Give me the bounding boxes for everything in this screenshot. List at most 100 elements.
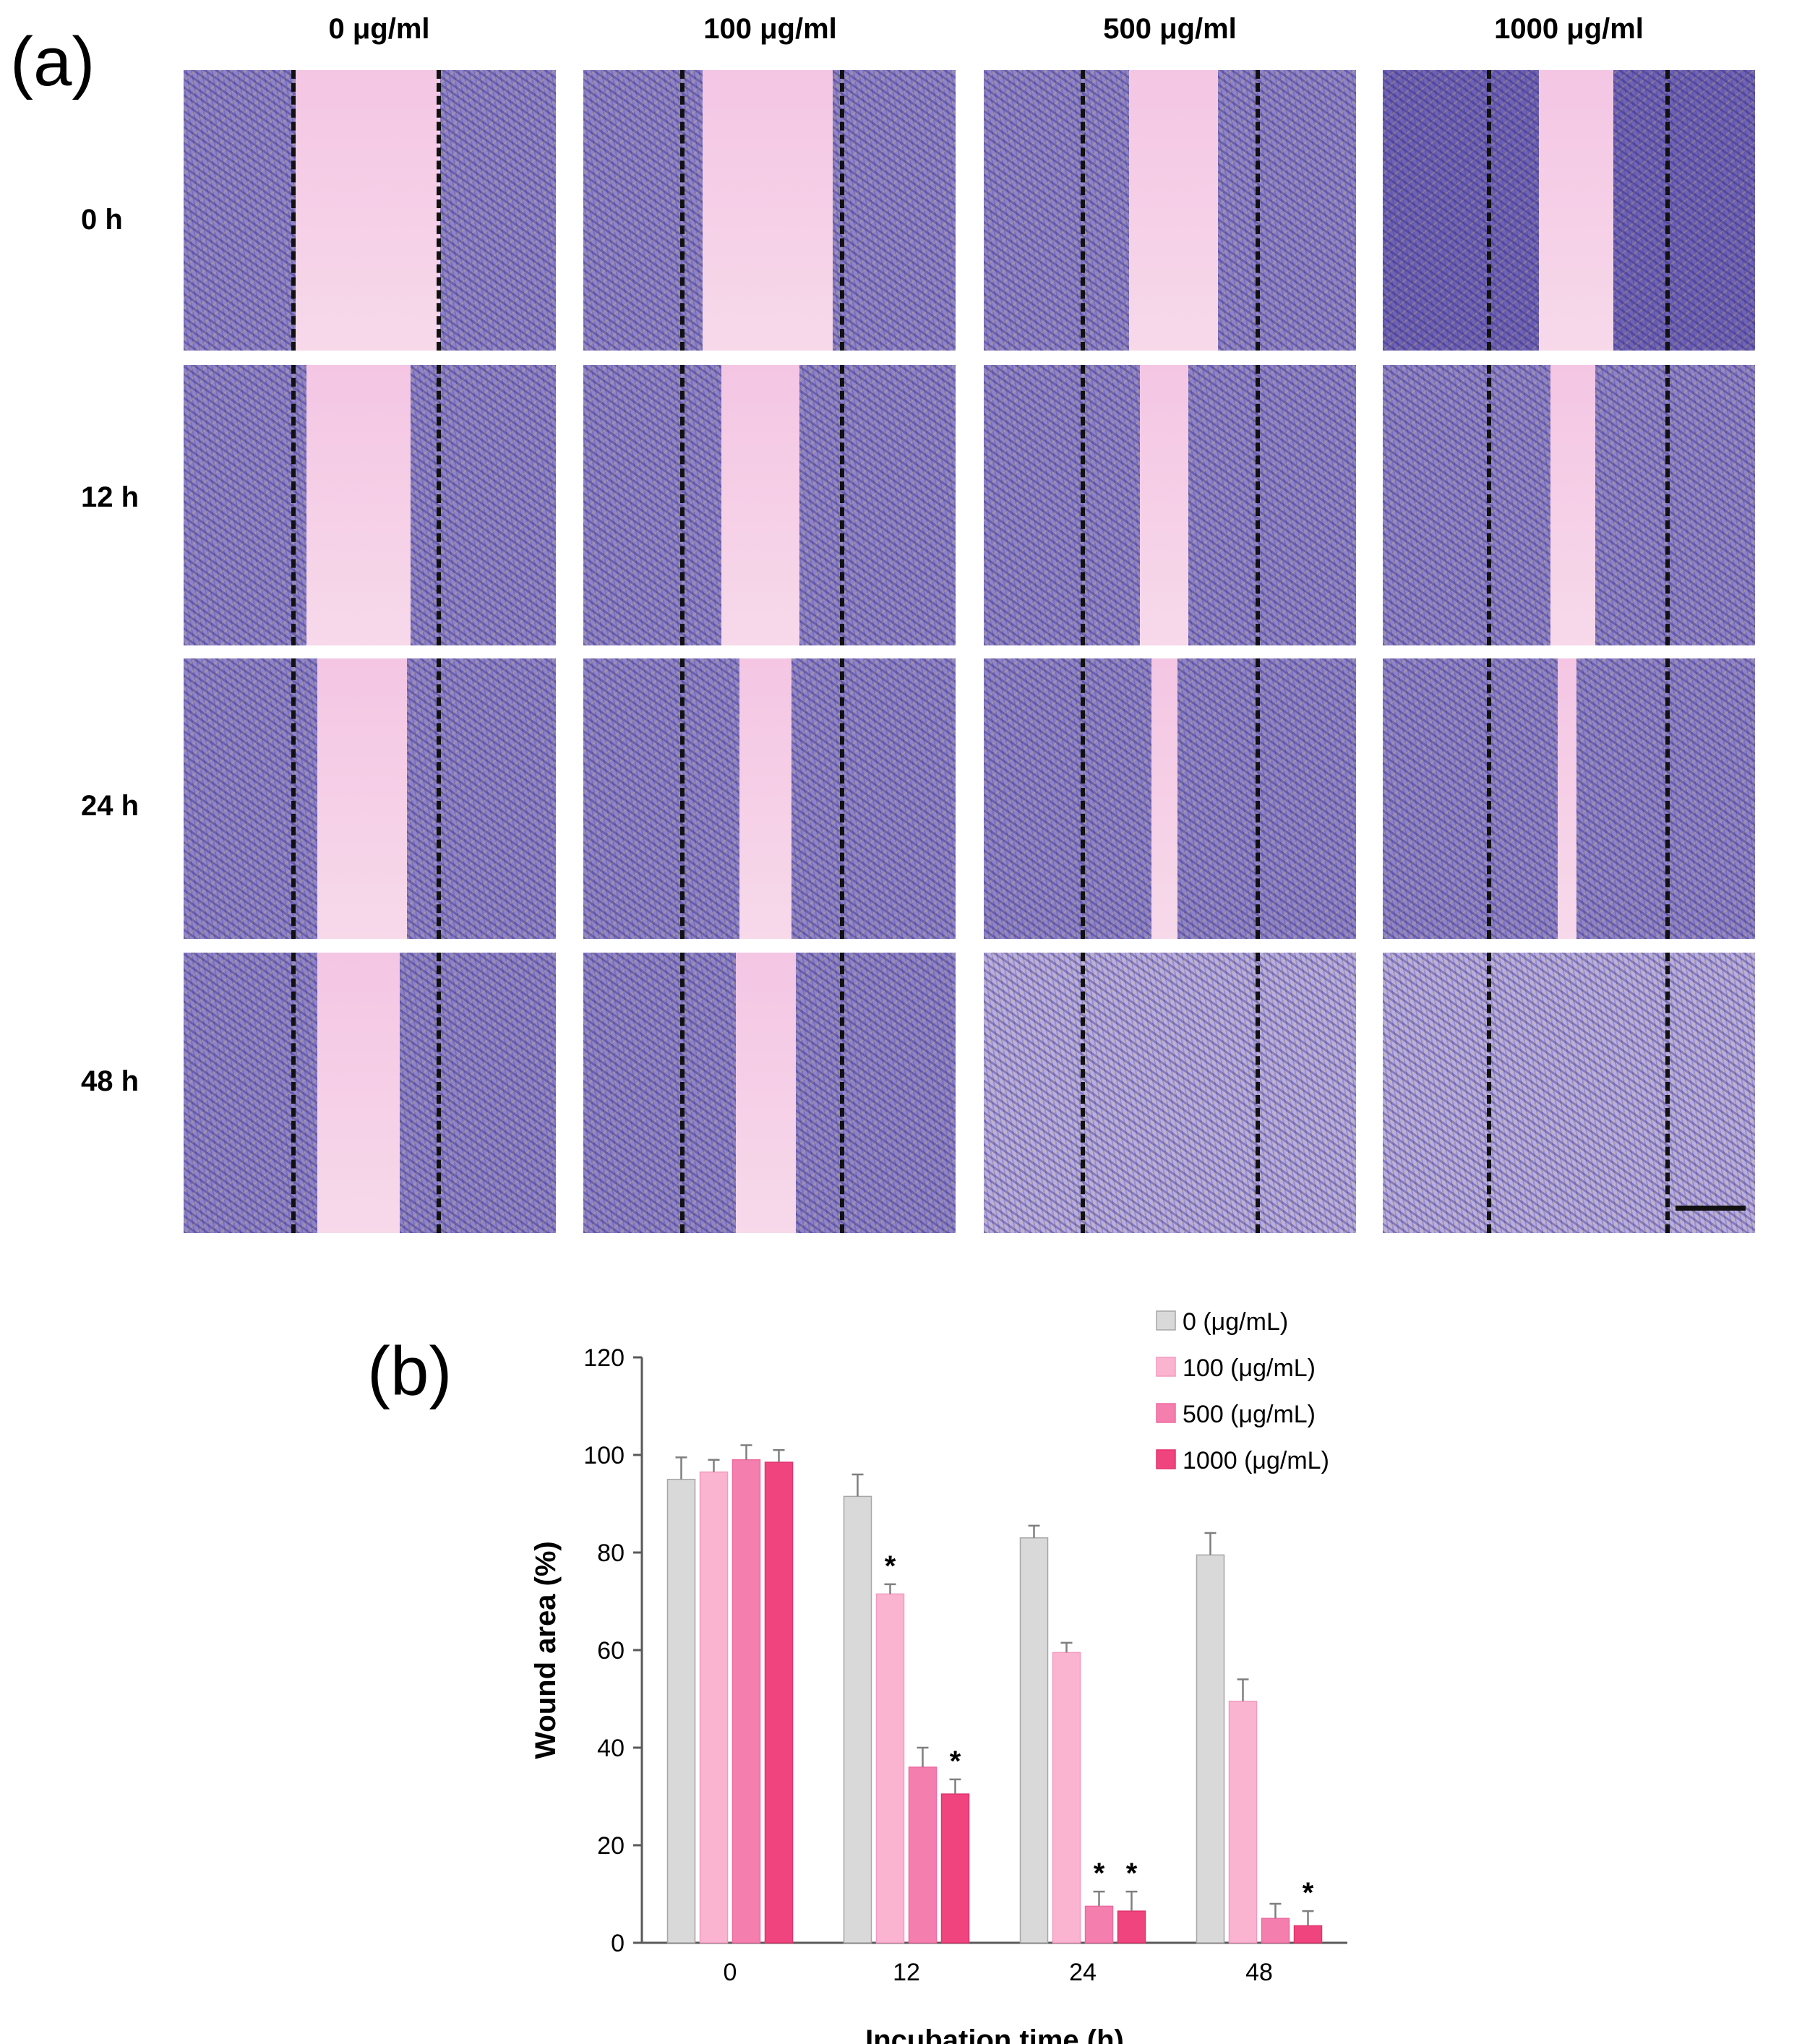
micrograph-tile xyxy=(184,70,556,351)
legend-swatch xyxy=(1156,1357,1176,1377)
initial-wound-edge-line xyxy=(1487,658,1492,939)
initial-wound-edge-line xyxy=(1665,365,1670,645)
scale-bar xyxy=(1676,1206,1746,1211)
panel-a-label: (a) xyxy=(10,23,95,100)
bar xyxy=(699,1471,729,1944)
bar xyxy=(666,1479,696,1944)
initial-wound-edge-line xyxy=(1255,658,1260,939)
y-tick-label: 100 xyxy=(583,1442,625,1469)
micrograph-tile xyxy=(1383,658,1755,939)
initial-wound-edge-line xyxy=(1080,658,1085,939)
legend-swatch xyxy=(1156,1310,1176,1331)
wound-gap xyxy=(306,365,411,645)
micrograph-tile xyxy=(1383,953,1755,1233)
bar xyxy=(731,1459,761,1944)
initial-wound-edge-line xyxy=(1255,365,1260,645)
micrograph-tile xyxy=(583,953,956,1233)
y-tick-label: 120 xyxy=(583,1344,625,1372)
initial-wound-edge-line xyxy=(840,365,845,645)
column-header-0: 0 μg/ml xyxy=(328,13,430,45)
initial-wound-edge-line xyxy=(1487,70,1492,351)
micrograph-tile xyxy=(984,365,1356,645)
wound-gap xyxy=(1558,658,1576,939)
bar xyxy=(764,1461,794,1944)
wound-gap xyxy=(739,658,792,939)
legend-label: 0 (μg/mL) xyxy=(1183,1308,1288,1336)
initial-wound-edge-line xyxy=(1487,365,1492,645)
wound-gap xyxy=(1151,658,1177,939)
bar xyxy=(843,1495,872,1944)
legend-label: 500 (μg/mL) xyxy=(1183,1401,1316,1428)
micrograph-tile xyxy=(583,658,956,939)
initial-wound-edge-line xyxy=(1080,365,1085,645)
micrograph-tile xyxy=(184,953,556,1233)
micrograph-tile xyxy=(1383,70,1755,351)
significance-marker: * xyxy=(950,1745,961,1777)
micrograph-tile xyxy=(583,70,956,351)
legend-label: 1000 (μg/mL) xyxy=(1183,1447,1329,1474)
micrograph-tile xyxy=(184,658,556,939)
initial-wound-edge-line xyxy=(437,70,442,351)
initial-wound-edge-line xyxy=(1080,70,1085,351)
initial-wound-edge-line xyxy=(1665,953,1670,1233)
wound-area-chart: (b) 0 20 40 60 80 100 120 Wound area (%) Incubat… xyxy=(367,1308,1347,2044)
initial-wound-edge-line xyxy=(1665,658,1670,939)
initial-wound-edge-line xyxy=(679,658,685,939)
micrograph-tile xyxy=(984,70,1356,351)
initial-wound-edge-line xyxy=(291,365,296,645)
row-label-0h: 0 h xyxy=(81,204,123,236)
micrograph-tile xyxy=(984,658,1356,939)
initial-wound-edge-line xyxy=(840,70,845,351)
y-tick-label: 60 xyxy=(597,1637,625,1665)
micrograph-tile xyxy=(1383,365,1755,645)
column-header-1000: 1000 μg/ml xyxy=(1494,13,1644,45)
bar xyxy=(1019,1537,1049,1944)
bar xyxy=(1196,1554,1225,1944)
initial-wound-edge-line xyxy=(840,658,845,939)
bar xyxy=(1117,1910,1146,1944)
wound-gap xyxy=(1550,365,1595,645)
x-axis-title: Incubation time (h) xyxy=(865,2024,1124,2044)
significance-marker: * xyxy=(1094,1858,1105,1889)
initial-wound-edge-line xyxy=(1255,953,1260,1233)
y-tick-label: 80 xyxy=(597,1540,625,1567)
wound-gap xyxy=(702,70,833,351)
initial-wound-edge-line xyxy=(291,658,296,939)
legend-label: 100 (μg/mL) xyxy=(1183,1354,1316,1382)
bar xyxy=(908,1766,938,1944)
micrograph-tile xyxy=(184,365,556,645)
wound-gap xyxy=(1539,70,1614,351)
bar xyxy=(1052,1652,1081,1944)
legend-swatch xyxy=(1156,1449,1176,1469)
initial-wound-edge-line xyxy=(1487,953,1492,1233)
initial-wound-edge-line xyxy=(679,70,685,351)
initial-wound-edge-line xyxy=(1080,953,1085,1233)
micrograph-tile xyxy=(984,953,1356,1233)
wound-gap xyxy=(1128,70,1219,351)
significance-marker: * xyxy=(1303,1877,1314,1909)
bar xyxy=(1293,1925,1323,1944)
bar xyxy=(1084,1905,1114,1944)
wound-gap xyxy=(736,953,796,1233)
initial-wound-edge-line xyxy=(1255,70,1260,351)
legend-swatch xyxy=(1156,1403,1176,1423)
initial-wound-edge-line xyxy=(1665,70,1670,351)
initial-wound-edge-line xyxy=(291,953,296,1233)
significance-marker: * xyxy=(885,1550,896,1582)
y-axis-title: Wound area (%) xyxy=(530,1541,562,1759)
wound-gap xyxy=(721,365,799,645)
wound-gap xyxy=(317,658,407,939)
wound-gap xyxy=(1140,365,1189,645)
bar xyxy=(1228,1701,1258,1944)
panel-b-label: (b) xyxy=(367,1333,452,1410)
wound-gap xyxy=(317,953,400,1233)
row-label-48h: 48 h xyxy=(81,1065,140,1097)
x-tick-label: 0 xyxy=(724,1959,737,1986)
micrograph-tile xyxy=(583,365,956,645)
y-tick-label: 40 xyxy=(597,1735,625,1762)
y-tick-label: 20 xyxy=(597,1832,625,1860)
bar xyxy=(1261,1918,1290,1944)
bar xyxy=(875,1593,905,1944)
x-tick-label: 12 xyxy=(893,1959,920,1986)
row-label-24h: 24 h xyxy=(81,790,140,822)
